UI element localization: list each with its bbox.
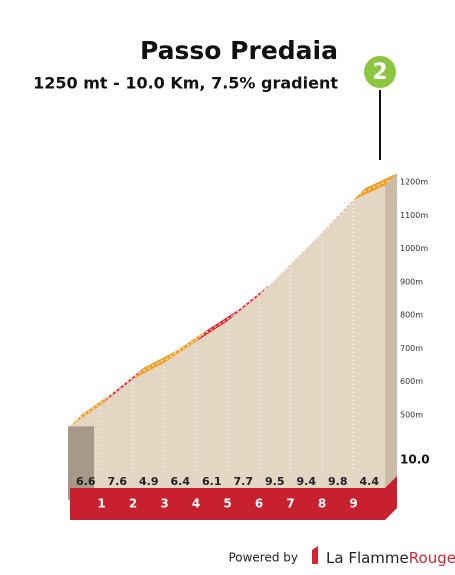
- km-label: 6: [255, 497, 263, 511]
- gradient-label: 9.5: [265, 475, 285, 488]
- badge-number: 2: [372, 60, 387, 85]
- y-tick-label: 1100m: [400, 211, 428, 220]
- center-dash: [75, 397, 108, 421]
- gradient-label: 4.9: [139, 475, 159, 488]
- gradient-label: 9.4: [297, 475, 317, 488]
- gradient-label: 6.1: [202, 475, 222, 488]
- km-band: [70, 476, 397, 520]
- gradient-label: 9.8: [328, 475, 348, 488]
- footer-powered: Powered by: [228, 551, 298, 565]
- y-tick-label: 900m: [400, 277, 423, 286]
- profile-cap: [68, 426, 94, 500]
- brand-name: La Flamme: [326, 549, 409, 567]
- y-tick-label: 700m: [400, 344, 423, 353]
- center-dash: [107, 372, 140, 399]
- center-dash: [138, 356, 171, 374]
- km-label: 3: [160, 497, 168, 511]
- profile-face: [70, 185, 385, 488]
- center-dash: [359, 178, 392, 195]
- gradient-segment: [70, 392, 114, 427]
- chart-title: Passo Predaia: [140, 36, 338, 65]
- gradient-label: 6.6: [76, 475, 96, 488]
- chart-subtitle: 1250 mt - 10.0 Km, 7.5% gradient: [33, 74, 338, 93]
- km-label: 5: [223, 497, 231, 511]
- gradient-label: 6.4: [171, 475, 191, 488]
- km-label: 4: [192, 497, 200, 511]
- center-dash: [296, 226, 329, 259]
- gradient-label: 7.6: [108, 475, 128, 488]
- gradient-label: 4.4: [360, 475, 380, 488]
- gradient-segment: [133, 350, 177, 380]
- center-dash: [201, 314, 234, 336]
- brand-icon: [312, 546, 318, 564]
- gradient-label: 7.7: [234, 475, 254, 488]
- km-label: 2: [129, 497, 137, 511]
- y-tick-label: 1000m: [400, 244, 428, 253]
- brand-accent: Rouge: [409, 549, 455, 567]
- gradient-segment: [196, 309, 240, 342]
- gradient-segment: [164, 329, 208, 363]
- profile-side: [385, 173, 397, 488]
- gradient-segment: [353, 173, 397, 201]
- km-label: 1: [97, 497, 105, 511]
- y-tick-label: 1200m: [400, 178, 428, 187]
- y-tick-label: 800m: [400, 311, 423, 320]
- badge: [362, 54, 398, 90]
- footer-brand: La FlammeRouge: [326, 549, 455, 567]
- km-label: 7: [286, 497, 294, 511]
- km-label: 9: [349, 497, 357, 511]
- km-label: 8: [318, 497, 326, 511]
- end-label: 10.0: [400, 453, 430, 467]
- center-dash: [170, 334, 203, 358]
- y-tick-label: 500m: [400, 411, 423, 420]
- center-dash: [233, 289, 266, 316]
- plot: 500m 600m 700m 800m 900m 1000m 1100m 1200m 6.6 7.…: [68, 173, 430, 520]
- y-tick-label: 600m: [400, 377, 423, 386]
